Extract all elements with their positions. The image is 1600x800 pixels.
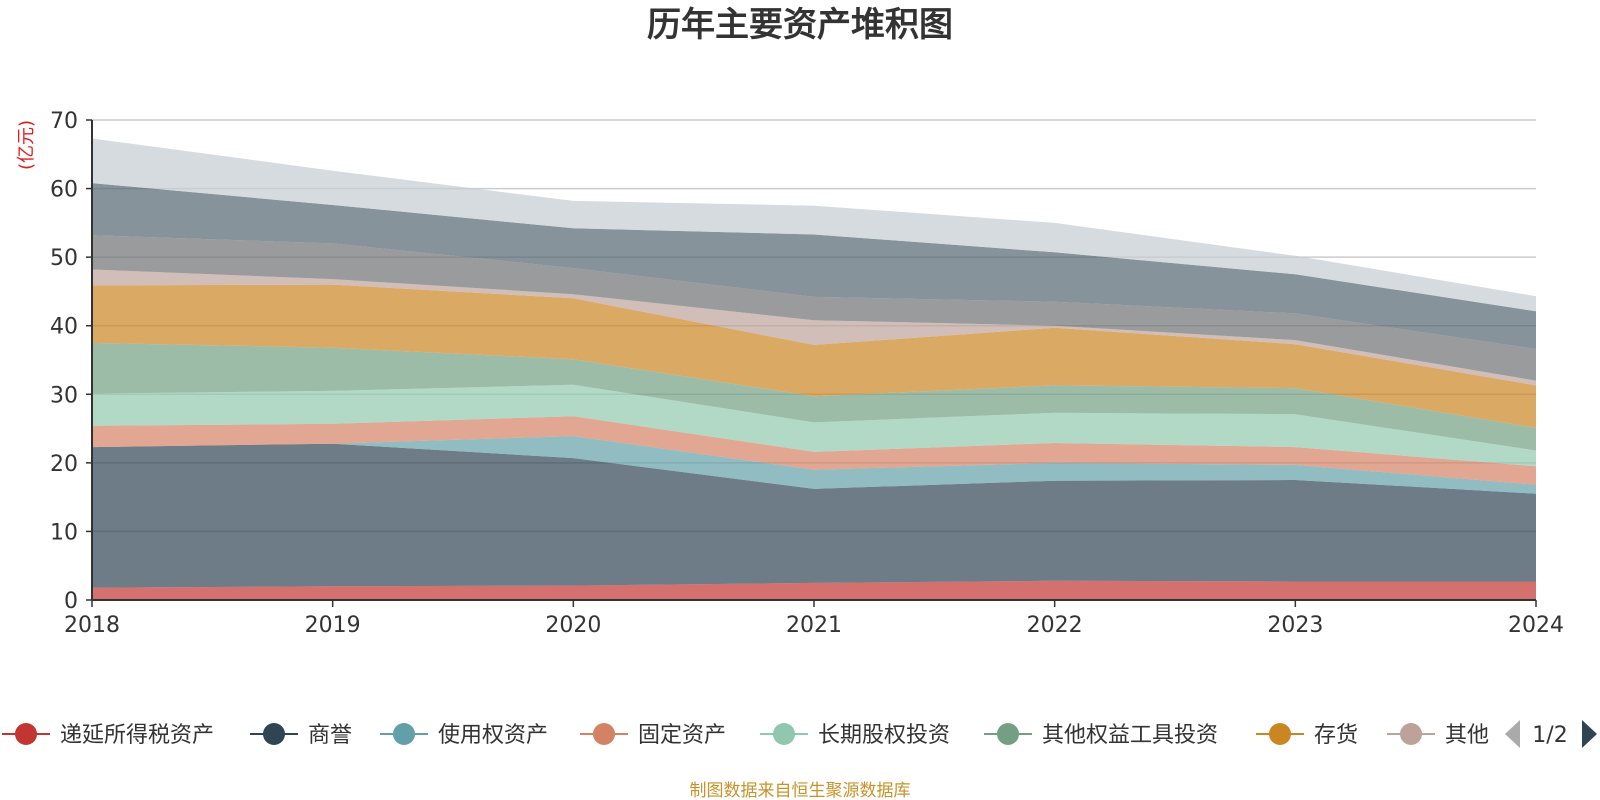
x-tick-label: 2022 bbox=[1027, 613, 1083, 638]
area-series-5 bbox=[92, 384, 1536, 467]
y-tick-label: 40 bbox=[50, 315, 78, 340]
area-series-3 bbox=[92, 436, 1536, 494]
area-series-10 bbox=[92, 183, 1536, 349]
y-axis-unit: (亿元) bbox=[16, 120, 37, 170]
source-note: 制图数据来自恒生聚源数据库 bbox=[690, 781, 911, 800]
area-series-8 bbox=[92, 269, 1536, 386]
legend-label: 使用权资产 bbox=[438, 723, 548, 748]
y-tick-label: 0 bbox=[64, 589, 78, 614]
legend-item[interactable]: 商誉 bbox=[250, 723, 352, 748]
legend: 递延所得税资产 商誉 使用权资产 固定资产 长期股权投资 其他权益工具投资 存货 其他 bbox=[2, 723, 1489, 748]
triangle-left-icon[interactable] bbox=[1505, 720, 1520, 748]
legend-circle-marker bbox=[1269, 723, 1291, 745]
legend-label: 递延所得税资产 bbox=[60, 723, 214, 748]
legend-item[interactable]: 其他权益工具投资 bbox=[984, 723, 1218, 748]
legend-circle-marker bbox=[393, 723, 415, 745]
area-series-1 bbox=[92, 580, 1536, 600]
x-tick-label: 2018 bbox=[64, 613, 120, 638]
legend-item[interactable]: 长期股权投资 bbox=[760, 723, 950, 748]
x-tick-label: 2023 bbox=[1267, 613, 1323, 638]
legend-item[interactable]: 递延所得税资产 bbox=[2, 723, 214, 748]
y-tick-label: 30 bbox=[50, 383, 78, 408]
x-tick-label: 2020 bbox=[545, 613, 601, 638]
x-tick-label: 2021 bbox=[786, 613, 842, 638]
area-series-2 bbox=[92, 443, 1536, 588]
legend-circle-marker bbox=[1400, 723, 1422, 745]
area-series-6 bbox=[92, 342, 1536, 451]
y-tick-label: 60 bbox=[50, 178, 78, 203]
x-axis-ticks: 2018 2019 2020 2021 2022 2023 2024 bbox=[64, 600, 1564, 638]
area-series-7 bbox=[92, 284, 1536, 428]
legend-circle-marker bbox=[593, 723, 615, 745]
legend-label: 长期股权投资 bbox=[818, 723, 950, 748]
legend-item[interactable]: 存货 bbox=[1256, 723, 1358, 748]
y-tick-label: 20 bbox=[50, 452, 78, 477]
y-axis-ticks: 0 10 20 30 40 50 60 70 bbox=[50, 109, 92, 614]
legend-label: 固定资产 bbox=[638, 723, 726, 748]
legend-label: 其他 bbox=[1445, 723, 1489, 748]
y-tick-label: 10 bbox=[50, 520, 78, 545]
legend-circle-marker bbox=[997, 723, 1019, 745]
area-series-4 bbox=[92, 416, 1536, 485]
area-series-9 bbox=[92, 235, 1536, 381]
x-tick-label: 2019 bbox=[305, 613, 361, 638]
legend-circle-marker bbox=[263, 723, 285, 745]
legend-item[interactable]: 其他 bbox=[1387, 723, 1489, 748]
legend-label: 商誉 bbox=[308, 723, 352, 748]
y-tick-label: 50 bbox=[50, 246, 78, 271]
legend-page-indicator: 1/2 bbox=[1532, 723, 1567, 748]
legend-label: 其他权益工具投资 bbox=[1042, 723, 1218, 748]
legend-item[interactable]: 固定资产 bbox=[580, 723, 726, 748]
triangle-right-icon[interactable] bbox=[1582, 720, 1597, 748]
stacked-areas bbox=[92, 138, 1536, 600]
chart-title: 历年主要资产堆积图 bbox=[647, 5, 953, 45]
legend-label: 存货 bbox=[1314, 723, 1358, 748]
legend-item[interactable]: 使用权资产 bbox=[380, 723, 548, 748]
area-series-11 bbox=[92, 138, 1536, 312]
legend-circle-marker bbox=[773, 723, 795, 745]
y-tick-label: 70 bbox=[50, 109, 78, 134]
legend-pager: 1/2 bbox=[1505, 720, 1597, 748]
x-tick-label: 2024 bbox=[1508, 613, 1564, 638]
legend-circle-marker bbox=[15, 723, 37, 745]
